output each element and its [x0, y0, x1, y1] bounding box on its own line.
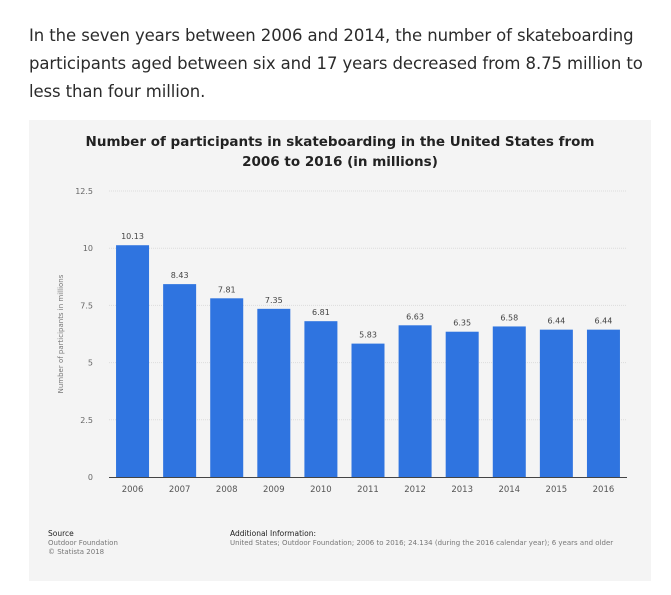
bar-2014 [492, 326, 526, 477]
y-tick-label: 0 [88, 473, 93, 482]
bar-chart: 0 2.5 5 7.5 10 12.5 10.13 8.43 7.81 7.35 6.81 5.83… [57, 187, 627, 495]
y-tick-label: 2.5 [80, 416, 93, 425]
source-header: Source [48, 529, 74, 538]
value-labels: 10.13 8.43 7.81 7.35 6.81 5.83 6.63 6.35 6.58 6.4… [121, 232, 612, 339]
x-axis-ticks: 2006 2007 2008 2009 2010 2011 2012 2013 2014 2015… [122, 485, 615, 495]
x-tick-label: 2010 [310, 485, 332, 495]
bar-2008 [210, 298, 244, 477]
chart-panel: Number of participants in skateboarding … [29, 120, 651, 581]
chart-title-line1: Number of participants in skateboarding … [85, 134, 595, 150]
x-tick-label: 2016 [593, 485, 615, 495]
bar-2006 [116, 245, 150, 477]
x-tick-label: 2006 [122, 485, 144, 495]
y-tick-label: 7.5 [80, 301, 93, 310]
x-tick-label: 2014 [498, 485, 520, 495]
additional-info-block: Additional Information: United States; O… [230, 529, 650, 548]
additional-info-text: United States; Outdoor Foundation; 2006 … [230, 538, 614, 547]
y-axis-label: Number of participants in millions [57, 274, 65, 393]
x-tick-label: 2007 [169, 485, 191, 495]
y-tick-label: 10 [83, 244, 93, 253]
bar-2012 [398, 325, 432, 477]
x-tick-label: 2009 [263, 485, 285, 495]
y-axis-ticks: 0 2.5 5 7.5 10 12.5 [75, 187, 93, 482]
value-label: 6.58 [500, 313, 518, 322]
bars [116, 245, 620, 477]
bar-2010 [304, 321, 338, 477]
x-tick-label: 2012 [404, 485, 426, 495]
value-label: 7.81 [218, 285, 236, 294]
x-tick-label: 2011 [357, 485, 379, 495]
x-tick-label: 2008 [216, 485, 238, 495]
x-tick-label: 2013 [451, 485, 473, 495]
x-tick-label: 2015 [546, 485, 568, 495]
value-label: 6.63 [406, 312, 424, 321]
value-label: 7.35 [265, 296, 283, 305]
value-label: 6.81 [312, 308, 330, 317]
y-tick-label: 5 [88, 359, 93, 368]
bar-2007 [163, 284, 197, 477]
bar-2009 [257, 308, 291, 477]
source-name: Outdoor Foundation [48, 538, 118, 547]
bar-2013 [445, 331, 479, 477]
chart-title: Number of participants in skateboarding … [29, 132, 651, 172]
intro-paragraph: In the seven years between 2006 and 2014… [29, 26, 643, 101]
bar-2016 [586, 329, 620, 477]
source-block: Source Outdoor Foundation © Statista 201… [48, 529, 118, 558]
value-label: 8.43 [171, 271, 189, 280]
bar-2011 [351, 343, 385, 477]
bar-2015 [539, 329, 573, 477]
chart-title-line2: 2006 to 2016 (in millions) [242, 154, 438, 170]
value-label: 6.44 [547, 317, 565, 326]
additional-info-header: Additional Information: [230, 529, 316, 538]
value-label: 10.13 [121, 232, 144, 241]
value-label: 5.83 [359, 331, 377, 340]
value-label: 6.35 [453, 319, 471, 328]
value-label: 6.44 [595, 317, 613, 326]
copyright: © Statista 2018 [48, 548, 105, 556]
y-tick-label: 12.5 [75, 187, 93, 196]
